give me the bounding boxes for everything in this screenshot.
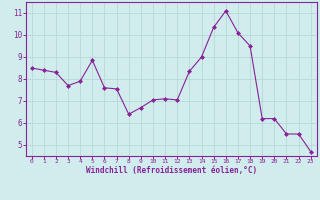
X-axis label: Windchill (Refroidissement éolien,°C): Windchill (Refroidissement éolien,°C) <box>86 166 257 175</box>
